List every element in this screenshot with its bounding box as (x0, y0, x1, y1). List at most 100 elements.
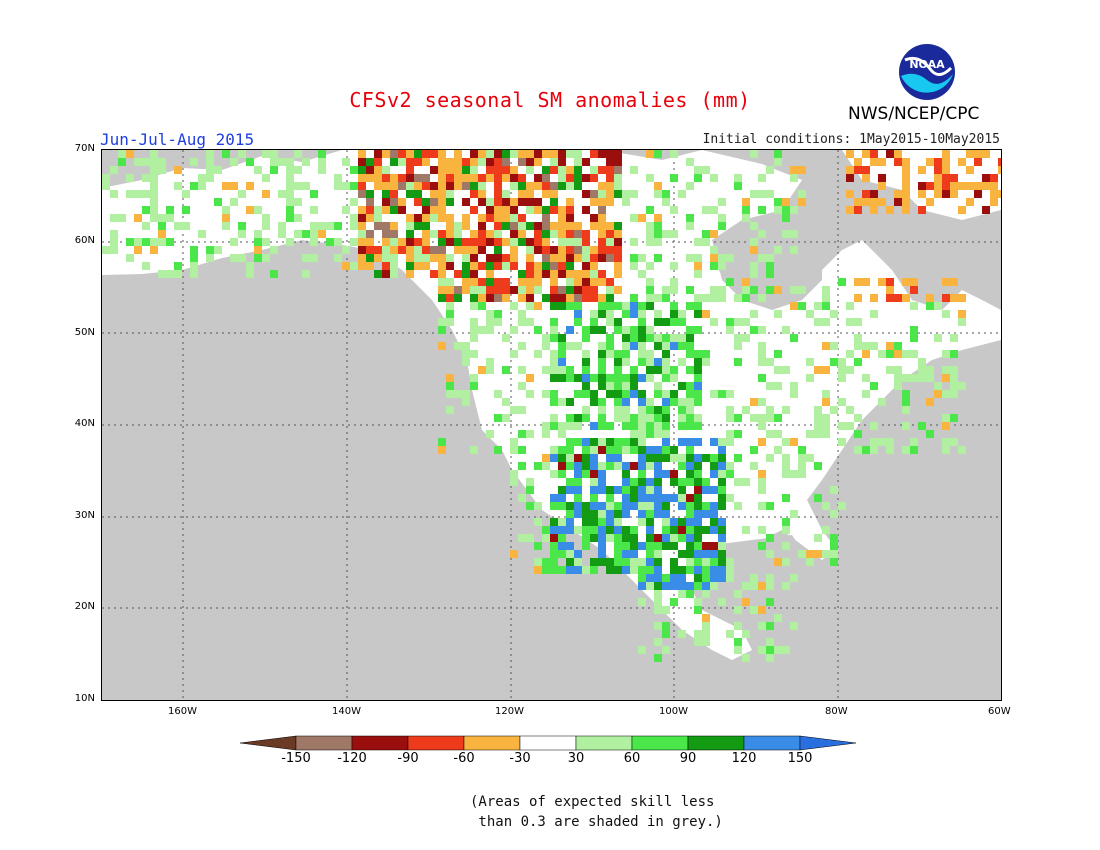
anomaly-cell (654, 238, 662, 246)
anomaly-cell (662, 454, 670, 462)
anomaly-cell (574, 342, 582, 350)
anomaly-cell (822, 502, 830, 510)
anomaly-cell (638, 486, 646, 494)
anomaly-cell (694, 598, 702, 606)
anomaly-cell (750, 190, 758, 198)
lon-label-160w: 160W (168, 706, 197, 717)
anomaly-cell (526, 278, 534, 286)
anomaly-cell (406, 150, 414, 158)
anomaly-cell (654, 622, 662, 630)
anomaly-cell (414, 198, 422, 206)
anomaly-cell (222, 214, 230, 222)
anomaly-cell (766, 502, 774, 510)
anomaly-cell (678, 414, 686, 422)
anomaly-cell (646, 502, 654, 510)
anomaly-cell (934, 382, 942, 390)
anomaly-cell (590, 326, 598, 334)
anomaly-cell (638, 422, 646, 430)
anomaly-cell (662, 318, 670, 326)
anomaly-cell (454, 342, 462, 350)
anomaly-cell (510, 150, 518, 158)
anomaly-cell (622, 470, 630, 478)
anomaly-cell (846, 406, 854, 414)
anomaly-cell (942, 438, 950, 446)
anomaly-cell (382, 262, 390, 270)
anomaly-cell (566, 326, 574, 334)
anomaly-cell (902, 390, 910, 398)
anomaly-cell (398, 246, 406, 254)
lat-label-70n: 70N (74, 143, 95, 154)
anomaly-cell (654, 534, 662, 542)
anomaly-cell (622, 446, 630, 454)
anomaly-cell (438, 278, 446, 286)
anomaly-cell (638, 398, 646, 406)
anomaly-cell (918, 422, 926, 430)
anomaly-cell (950, 174, 958, 182)
anomaly-cell (678, 422, 686, 430)
anomaly-cell (462, 238, 470, 246)
anomaly-cell (646, 230, 654, 238)
anomaly-cell (350, 222, 358, 230)
anomaly-cell (502, 254, 510, 262)
anomaly-cell (150, 238, 158, 246)
anomaly-cell (718, 558, 726, 566)
anomaly-cell (710, 318, 718, 326)
anomaly-cell (566, 254, 574, 262)
anomaly-cell (670, 574, 678, 582)
anomaly-cell (206, 150, 214, 158)
anomaly-cell (526, 222, 534, 230)
anomaly-cell (574, 318, 582, 326)
anomaly-cell (606, 190, 614, 198)
anomaly-cell (678, 190, 686, 198)
anomaly-cell (758, 502, 766, 510)
anomaly-cell (486, 270, 494, 278)
anomaly-cell (534, 286, 542, 294)
anomaly-cell (582, 502, 590, 510)
anomaly-cell (606, 230, 614, 238)
anomaly-cell (454, 222, 462, 230)
anomaly-cell (574, 286, 582, 294)
anomaly-cell (694, 366, 702, 374)
anomaly-cell (886, 150, 894, 158)
anomaly-cell (758, 174, 766, 182)
anomaly-cell (422, 158, 430, 166)
anomaly-cell (470, 446, 478, 454)
anomaly-cell (974, 150, 982, 158)
anomaly-cell (630, 214, 638, 222)
anomaly-cell (766, 534, 774, 542)
anomaly-cell (750, 286, 758, 294)
anomaly-cell (710, 550, 718, 558)
anomaly-cell (710, 262, 718, 270)
anomaly-cell (494, 278, 502, 286)
anomaly-cell (910, 374, 918, 382)
anomaly-cell (582, 518, 590, 526)
anomaly-cell (918, 358, 926, 366)
anomaly-cell (566, 198, 574, 206)
anomaly-cell (262, 222, 270, 230)
anomaly-cell (950, 294, 958, 302)
anomaly-cell (534, 158, 542, 166)
anomaly-cell (686, 334, 694, 342)
anomaly-cell (614, 166, 622, 174)
anomaly-cell (254, 166, 262, 174)
anomaly-cell (550, 230, 558, 238)
anomaly-cell (102, 182, 110, 190)
anomaly-cell (574, 558, 582, 566)
anomaly-cell (438, 238, 446, 246)
anomaly-cell (526, 246, 534, 254)
anomaly-cell (638, 390, 646, 398)
anomaly-cell (598, 558, 606, 566)
anomaly-cell (438, 190, 446, 198)
anomaly-cell (790, 286, 798, 294)
anomaly-cell (782, 406, 790, 414)
anomaly-cell (686, 302, 694, 310)
anomaly-cell (502, 398, 510, 406)
anomaly-cell (414, 190, 422, 198)
logo-text: NOAA (909, 58, 945, 71)
anomaly-cell (566, 214, 574, 222)
anomaly-cell (718, 494, 726, 502)
anomaly-cell (798, 190, 806, 198)
anomaly-cell (710, 206, 718, 214)
anomaly-cell (654, 150, 662, 158)
anomaly-cell (510, 198, 518, 206)
